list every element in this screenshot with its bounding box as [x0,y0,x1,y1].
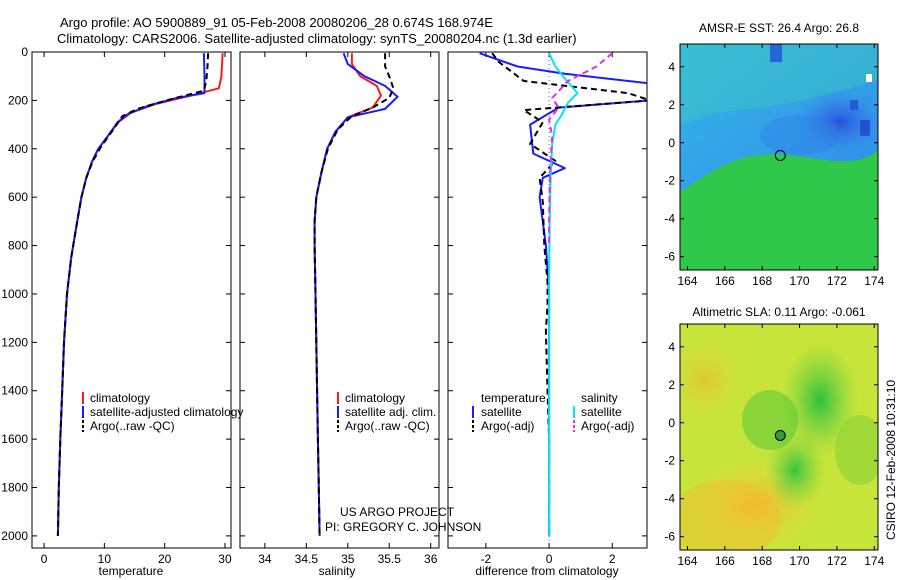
pi-credit: PI: GREGORY C. JOHNSON [325,520,481,534]
csiro-timestamp: CSIRO 12-Feb-2008 10:31:10 [884,380,898,540]
sla_map-xtick-label: 164 [677,554,697,568]
temperature-ytick-label: 1000 [1,287,28,301]
difference-series-temperature-argo-adj- [491,52,647,536]
figure-title-line2: Climatology: CARS2006. Satellite-adjuste… [57,31,577,46]
sst-map-frame [679,43,879,271]
legend-label-climatology: climatology [90,391,150,405]
sst-map-field [680,44,878,270]
sla_map-xtick-label: 172 [827,554,847,568]
sst_map-xtick-label: 174 [864,274,884,288]
legend-label-climatology: climatology [345,391,405,405]
sla-map-field [680,324,878,550]
difference-series-salinity-satellite [548,52,579,536]
sst_map-ytick-label: 2 [668,98,675,112]
sst-map-title: AMSR-E SST: 26.4 Argo: 26.8 [699,21,859,35]
legend-label-satellite-adjusted: satellite-adjusted climatology [90,405,243,419]
temperature-plot: 0 10 20 30 0 200 400 600 800 1000 1200 1400 1600 1800… [1,45,232,566]
legend-label-temp-satellite: satellite [481,405,522,419]
temperature-series-argo-raw-qc- [56,53,210,536]
legend-label-argo: Argo(..raw -QC) [90,419,175,433]
salinity-panel [239,51,440,549]
temperature-ytick-label: 1200 [1,335,28,349]
temperature-xtick-label: 0 [41,552,48,566]
temperature-ytick-label: 0 [21,45,28,59]
sla-map-frame [679,323,879,551]
sst_map-xtick-label: 164 [677,274,697,288]
salinity-xlabel: salinity [319,564,356,578]
sla_map-ytick-label: 4 [668,340,675,354]
salinity-xtick-label: 34.5 [295,552,319,566]
salinity-xtick-label: 34 [258,552,272,566]
legend-header-salinity: salinity [581,391,618,405]
temperature-ytick-label: 600 [8,190,28,204]
sla_map-xtick-label: 170 [790,554,810,568]
sst_map-xtick-label: 166 [715,274,735,288]
salinity-legend: climatology satellite adj. clim. Argo(..… [337,391,436,433]
temperature-ytick-label: 400 [8,142,28,156]
sst-map-axes: 164 166 168 170 172 174 -6 -4 -2 0 2 4 [664,44,885,288]
sla_map-xtick-label: 168 [752,554,772,568]
sla_map-ytick-label: -2 [664,454,675,468]
temperature-ytick-label: 200 [8,93,28,107]
salinity-series-argo-raw-qc- [313,53,395,536]
difference-legend: temperature salinity satellite Argo(-adj… [472,391,634,433]
legend-label-sal-satellite: satellite [581,405,622,419]
sst_map-ytick-label: -6 [664,250,675,264]
salinity-plot: 34 34.5 35 35.5 36 [240,51,439,566]
temperature-ytick-label: 1800 [1,481,28,495]
sst_map-ytick-label: 0 [668,136,675,150]
temperature-xtick-label: 20 [158,552,172,566]
temperature-ytick-label: 800 [8,239,28,253]
sst_map-xtick-label: 168 [752,274,772,288]
salinity-xtick-label: 36 [424,552,438,566]
legend-label-argo: Argo(..raw -QC) [345,419,430,433]
sla-map-axes: 164 166 168 170 172 174 -6 -4 -2 0 2 4 [664,324,885,568]
temperature-xtick-label: 10 [98,552,112,566]
temperature-legend: climatology satellite-adjusted climatolo… [82,391,243,433]
legend-header-temperature: temperature [481,391,546,405]
sst_map-ytick-label: 4 [668,60,675,74]
temperature-xtick-label: 30 [218,552,232,566]
salinity-xtick-label: 35.5 [378,552,402,566]
temperature-ytick-label: 1400 [1,384,28,398]
sla-map-title: Altimetric SLA: 0.11 Argo: -0.061 [692,305,866,319]
difference-xlabel: difference from climatology [475,564,618,578]
sst_map-ytick-label: -2 [664,174,675,188]
legend-label-satellite-adj: satellite adj. clim. [345,405,436,419]
sst_map-ytick-label: -4 [664,212,675,226]
sla_map-xtick-label: 166 [715,554,735,568]
project-credit: US ARGO PROJECT [340,505,455,519]
sst_map-argo-marker [774,149,786,161]
temperature-ytick-label: 1600 [1,432,28,446]
sst_map-xtick-label: 172 [827,274,847,288]
difference-xtick-label: 0 [546,552,553,566]
sst_map-xtick-label: 170 [790,274,810,288]
sla_map-argo-marker [774,429,786,441]
sla_map-ytick-label: 0 [668,416,675,430]
difference-series-salinity-argo-adj- [548,52,613,246]
sla_map-xtick-label: 174 [864,554,884,568]
temperature-xlabel: temperature [99,564,164,578]
temperature-ytick-label: 2000 [1,529,28,543]
difference-plot: -2 0 2 [448,51,647,566]
legend-label-temp-argo: Argo(-adj) [481,419,534,433]
salinity-xtick-label: 35 [341,552,355,566]
difference-xtick-label: -2 [481,552,492,566]
sla_map-ytick-label: -6 [664,530,675,544]
sla_map-ytick-label: 2 [668,378,675,392]
figure-title-line1: Argo profile: AO 5900889_91 05-Feb-2008 … [60,15,493,30]
sla_map-ytick-label: -4 [664,492,675,506]
difference-xtick-label: 2 [609,552,616,566]
legend-label-sal-argo: Argo(-adj) [581,419,634,433]
temperature-panel [31,51,232,549]
